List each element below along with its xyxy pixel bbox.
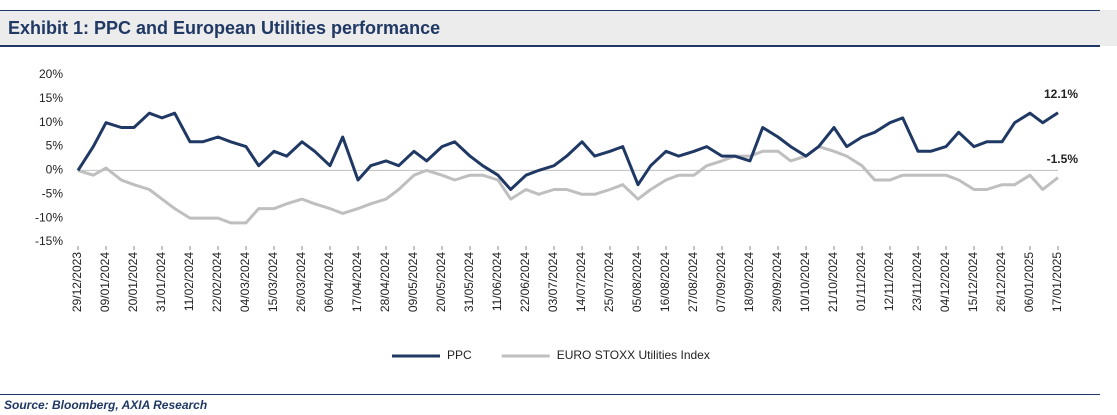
- x-tick-label: 29/09/2024: [770, 252, 784, 312]
- x-tick-label: 17/01/2025: [1050, 252, 1064, 312]
- y-tick-label: 0%: [46, 163, 64, 177]
- x-tick-label: 09/05/2024: [406, 252, 420, 312]
- plot: -15% -10% -5% 0% 5% 10% 15% 20% 29/12/2023 09/01/…: [35, 67, 1078, 362]
- x-tick-label: 09/01/2024: [98, 252, 112, 312]
- x-tick-label: 28/04/2024: [378, 252, 392, 312]
- x-tick-label: 10/10/2024: [798, 252, 812, 312]
- x-tick-label: 27/08/2024: [686, 252, 700, 312]
- x-tick-label: 26/03/2024: [294, 252, 308, 312]
- legend-label: PPC: [447, 348, 472, 362]
- x-tick-label: 21/10/2024: [826, 252, 840, 312]
- y-tick-label: 15%: [39, 91, 63, 105]
- x-tick-label: 03/07/2024: [546, 252, 560, 312]
- series-line: [77, 145, 1059, 225]
- data-label: -1.5%: [1047, 152, 1079, 166]
- x-tick-label: 01/11/2024: [854, 252, 868, 311]
- x-tick-label: 07/09/2024: [714, 252, 728, 312]
- y-tick-label: -5%: [42, 186, 64, 200]
- x-tick-label: 22/02/2024: [210, 252, 224, 312]
- x-tick-label: 22/06/2024: [518, 252, 532, 312]
- x-tick-label: 25/07/2024: [602, 252, 616, 312]
- x-tick-label: 14/07/2024: [574, 252, 588, 312]
- x-tick-label: 06/04/2024: [322, 252, 336, 312]
- y-tick-label: 20%: [39, 67, 63, 81]
- header-band: [0, 10, 1117, 46]
- data-label: 12.1%: [1044, 87, 1078, 101]
- x-tick-label: 04/03/2024: [238, 252, 252, 312]
- x-tick-label: 20/05/2024: [434, 252, 448, 312]
- y-tick-label: 10%: [39, 115, 63, 129]
- x-tick-label: 15/03/2024: [266, 252, 280, 312]
- x-tick-label: 11/06/2024: [490, 252, 504, 311]
- y-tick-label: -10%: [35, 210, 63, 224]
- y-tick-label: -15%: [35, 234, 63, 248]
- legend-label: EURO STOXX Utilities Index: [557, 348, 710, 362]
- x-tick-label: 20/01/2024: [126, 252, 140, 312]
- x-tick-label: 15/12/2024: [966, 252, 980, 312]
- x-tick-label: 17/04/2024: [350, 252, 364, 312]
- series-line: [76, 111, 1059, 191]
- x-tick-label: 31/01/2024: [154, 252, 168, 312]
- x-tick-label: 05/08/2024: [630, 252, 644, 312]
- x-tick-label: 16/08/2024: [658, 252, 672, 312]
- x-tick-label: 23/11/2024: [910, 252, 924, 311]
- y-tick-label: 5%: [46, 139, 64, 153]
- chart-title: Exhibit 1: PPC and European Utilities pe…: [8, 18, 440, 38]
- x-tick-label: 31/05/2024: [462, 252, 476, 312]
- source-note: Source: Bloomberg, AXIA Research: [4, 398, 207, 412]
- x-tick-label: 11/02/2024: [182, 252, 196, 311]
- x-tick-label: 06/01/2025: [1022, 252, 1036, 312]
- x-tick-label: 18/09/2024: [742, 252, 756, 312]
- x-tick-label: 29/12/2023: [70, 252, 84, 312]
- x-tick-label: 04/12/2024: [938, 252, 952, 312]
- x-tick-label: 12/11/2024: [882, 252, 896, 311]
- x-tick-label: 26/12/2024: [994, 252, 1008, 312]
